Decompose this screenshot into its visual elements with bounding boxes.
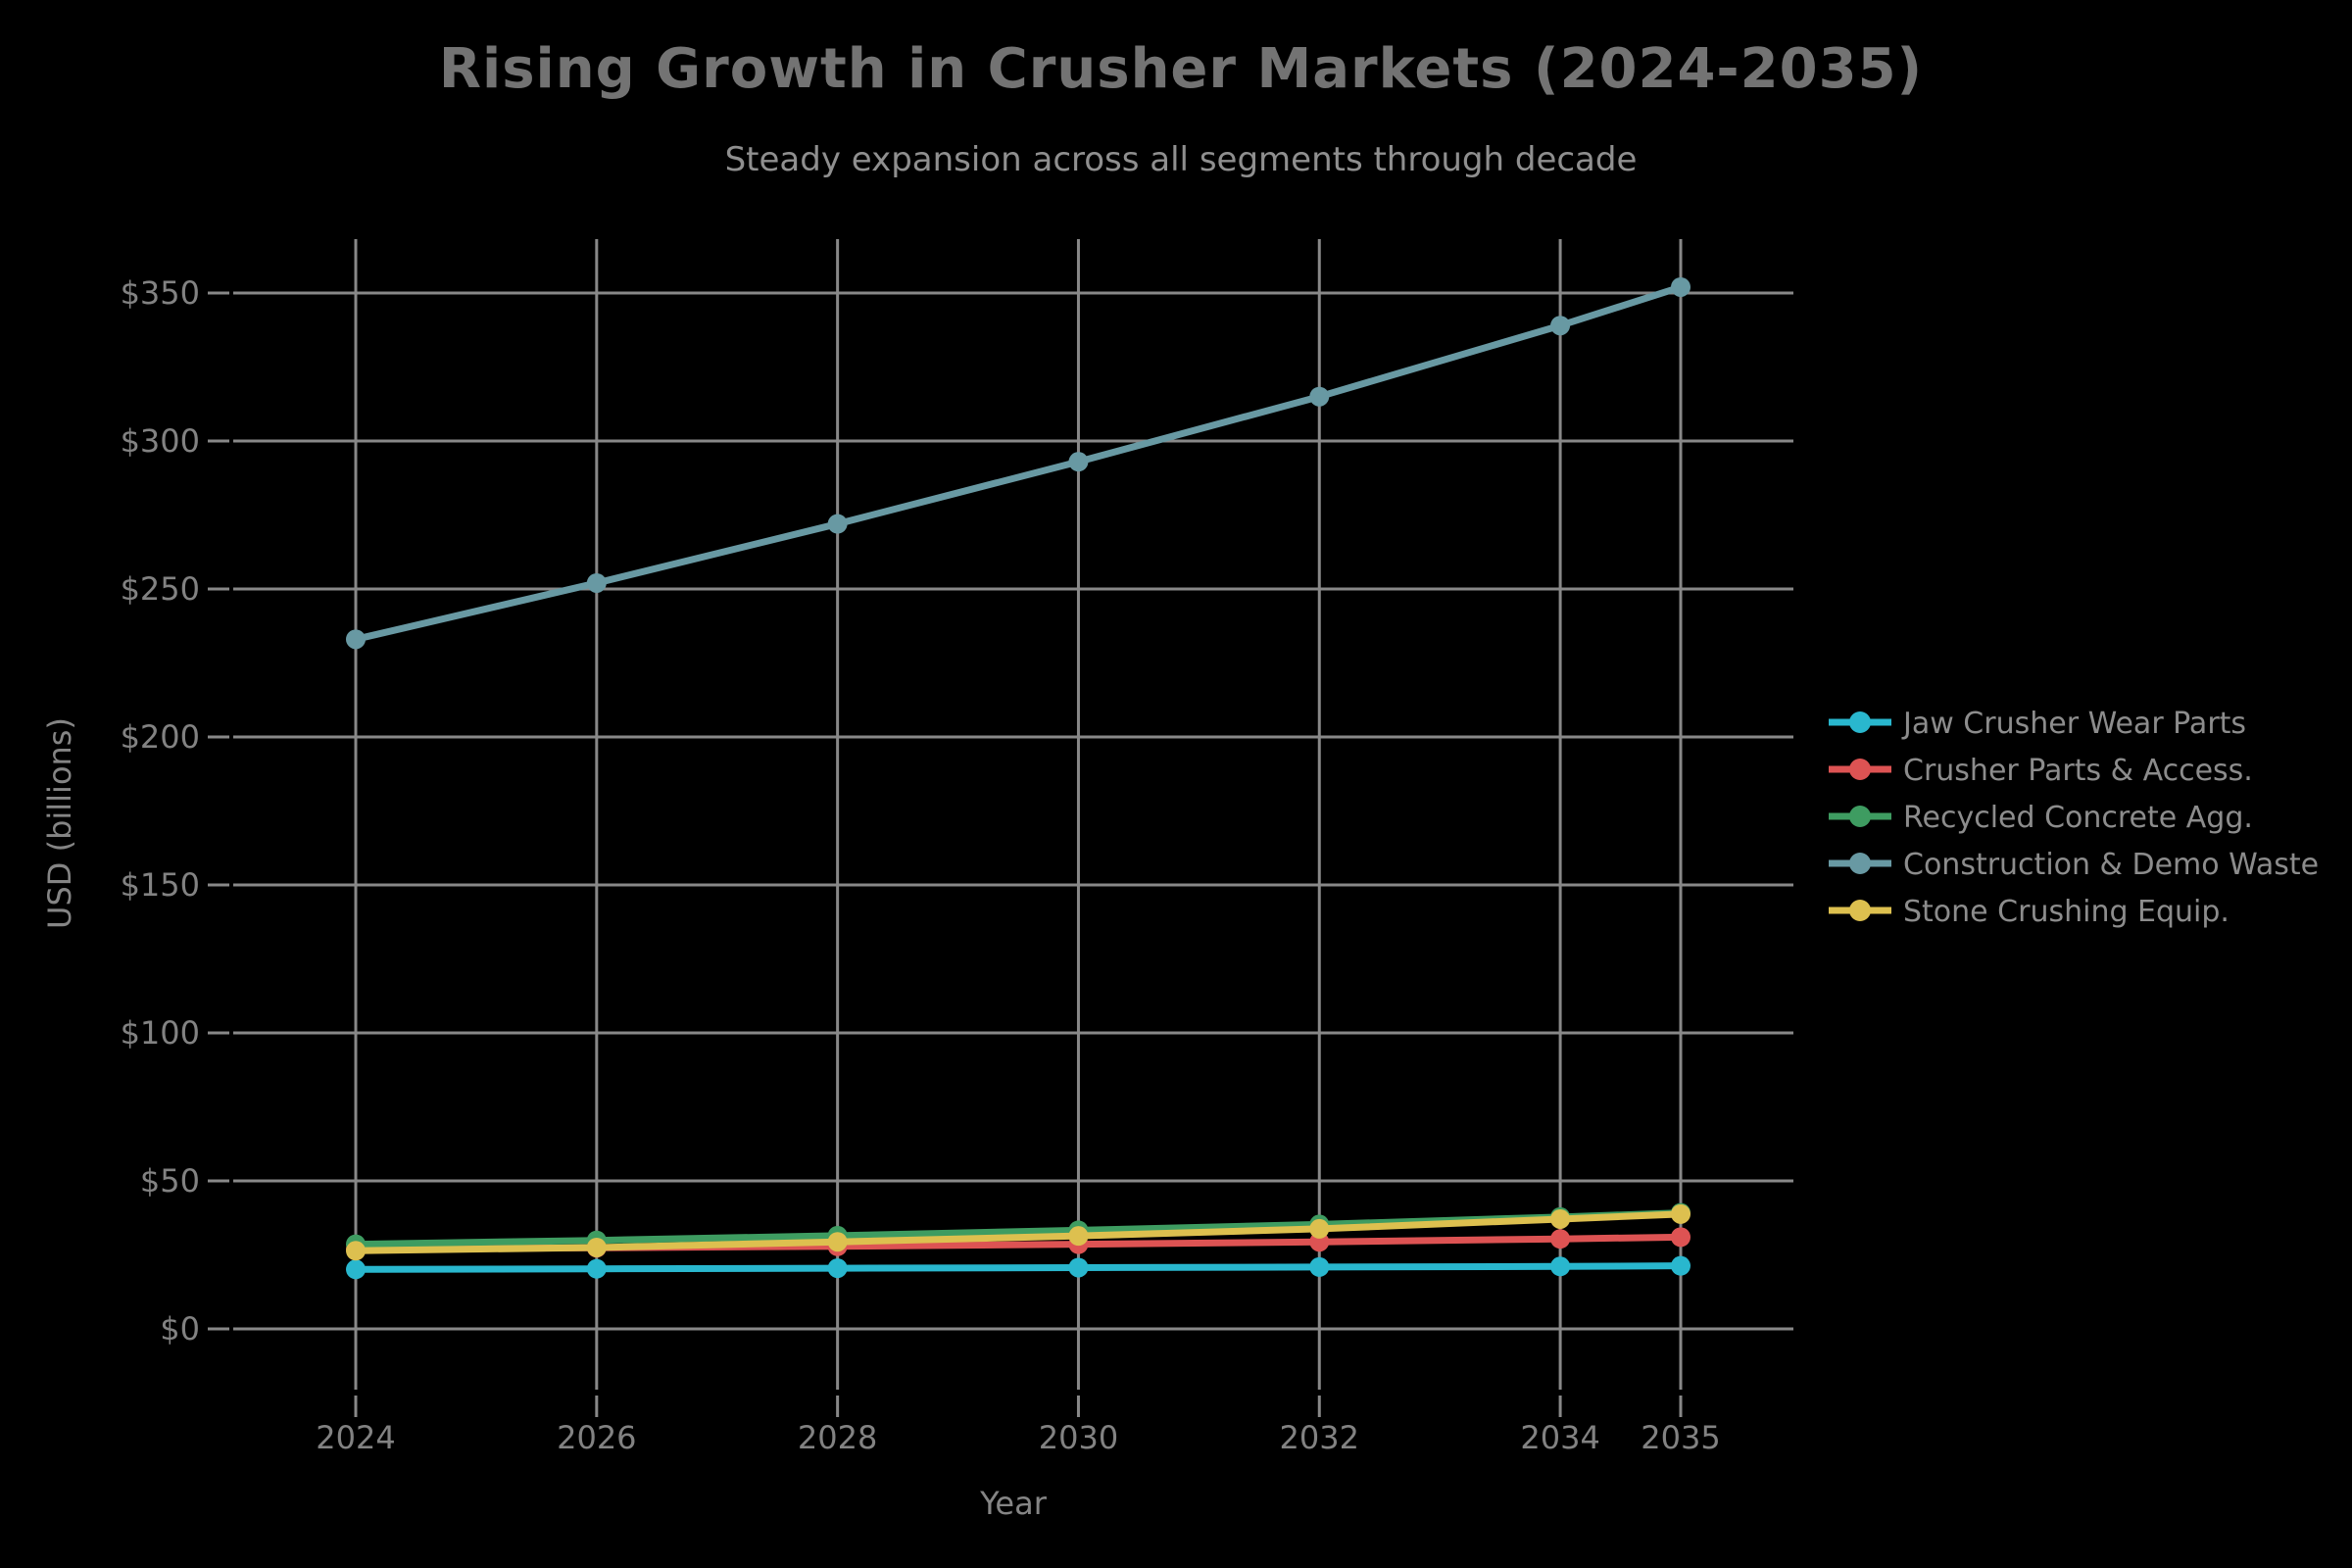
x-tick-label-2030: 2030 bbox=[1039, 1419, 1118, 1456]
series-marker-jaw-crusher-wear-parts-2026 bbox=[586, 1258, 607, 1279]
gridlines bbox=[233, 239, 1793, 1390]
legend-item-recycled-concrete-agg: Recycled Concrete Agg. bbox=[1829, 801, 2253, 835]
series-marker-jaw-crusher-wear-parts-2028 bbox=[827, 1258, 848, 1279]
data-series bbox=[346, 276, 1690, 1280]
series-marker-jaw-crusher-wear-parts-2035 bbox=[1671, 1255, 1690, 1276]
axis-ticks: 2024 2026 2028 2030 2032 2034 2035 $0 $50 $100 $15… bbox=[121, 274, 1721, 1456]
x-axis-label: Year bbox=[979, 1485, 1048, 1522]
series-marker-stone-crushing-equip-2032 bbox=[1309, 1218, 1330, 1239]
legend-marker-stone-crushing-equip bbox=[1849, 900, 1871, 921]
series-marker-jaw-crusher-wear-parts-2032 bbox=[1309, 1256, 1330, 1277]
x-tick-label-2026: 2026 bbox=[557, 1419, 636, 1456]
legend-marker-recycled-concrete-agg bbox=[1849, 806, 1871, 827]
x-tick-label-2028: 2028 bbox=[798, 1419, 877, 1456]
series-marker-stone-crushing-equip-2034 bbox=[1550, 1208, 1571, 1229]
y-tick-label-300: $300 bbox=[121, 422, 200, 460]
legend-item-crusher-parts-access: Crusher Parts & Access. bbox=[1829, 754, 2253, 788]
chart-subtitle: Steady expansion across all segments thr… bbox=[724, 140, 1638, 179]
series-line-jaw-crusher-wear-parts bbox=[352, 1262, 1685, 1273]
series-marker-jaw-crusher-wear-parts-2034 bbox=[1550, 1256, 1571, 1277]
y-tick-label-250: $250 bbox=[121, 570, 200, 608]
y-tick-label-200: $200 bbox=[121, 718, 200, 756]
legend-label-jaw-crusher-wear-parts: Jaw Crusher Wear Parts bbox=[1901, 707, 2246, 741]
legend-marker-crusher-parts-access bbox=[1849, 759, 1871, 780]
legend: Jaw Crusher Wear Parts Crusher Parts & Ac… bbox=[1829, 707, 2319, 929]
y-axis-label: USD (billions) bbox=[41, 717, 78, 929]
legend-label-crusher-parts-access: Crusher Parts & Access. bbox=[1903, 754, 2253, 788]
y-tick-label-150: $150 bbox=[121, 866, 200, 904]
series-marker-crusher-parts-access-2035 bbox=[1671, 1227, 1690, 1248]
legend-label-stone-crushing-equip: Stone Crushing Equip. bbox=[1903, 895, 2230, 929]
y-tick-label-350: $350 bbox=[121, 274, 200, 312]
series-marker-stone-crushing-equip-2028 bbox=[827, 1232, 848, 1252]
series-marker-construction-demo-waste-2026 bbox=[586, 572, 607, 593]
series-marker-construction-demo-waste-2030 bbox=[1068, 452, 1089, 472]
legend-label-recycled-concrete-agg: Recycled Concrete Agg. bbox=[1903, 801, 2253, 835]
y-tick-label-50: $50 bbox=[140, 1162, 200, 1200]
y-tick-label-100: $100 bbox=[121, 1014, 200, 1052]
series-marker-jaw-crusher-wear-parts-2030 bbox=[1068, 1257, 1089, 1278]
series-marker-construction-demo-waste-2032 bbox=[1309, 386, 1330, 407]
series-line-construction-demo-waste bbox=[352, 283, 1685, 643]
series-marker-stone-crushing-equip-2030 bbox=[1068, 1226, 1089, 1247]
x-tick-label-2032: 2032 bbox=[1280, 1419, 1359, 1456]
series-marker-jaw-crusher-wear-parts-2024 bbox=[346, 1259, 366, 1280]
legend-marker-jaw-crusher-wear-parts bbox=[1849, 711, 1871, 733]
legend-item-jaw-crusher-wear-parts: Jaw Crusher Wear Parts bbox=[1829, 707, 2246, 741]
series-marker-construction-demo-waste-2035 bbox=[1671, 276, 1690, 297]
series-marker-stone-crushing-equip-2026 bbox=[586, 1237, 607, 1257]
x-tick-label-2024: 2024 bbox=[316, 1419, 395, 1456]
chart-title: Rising Growth in Crusher Markets (2024-2… bbox=[438, 37, 1924, 101]
x-tick-label-2034: 2034 bbox=[1520, 1419, 1599, 1456]
legend-item-stone-crushing-equip: Stone Crushing Equip. bbox=[1829, 895, 2230, 929]
series-marker-crusher-parts-access-2034 bbox=[1550, 1229, 1571, 1250]
legend-marker-construction-demo-waste bbox=[1849, 853, 1871, 874]
series-marker-construction-demo-waste-2034 bbox=[1550, 316, 1571, 336]
series-marker-construction-demo-waste-2024 bbox=[346, 629, 366, 650]
x-tick-label-2035: 2035 bbox=[1641, 1419, 1720, 1456]
y-tick-label-0: $0 bbox=[160, 1310, 200, 1348]
legend-label-construction-demo-waste: Construction & Demo Waste bbox=[1903, 848, 2319, 882]
series-marker-construction-demo-waste-2028 bbox=[827, 514, 848, 534]
series-marker-stone-crushing-equip-2024 bbox=[346, 1241, 366, 1261]
series-marker-stone-crushing-equip-2035 bbox=[1671, 1203, 1690, 1224]
legend-item-construction-demo-waste: Construction & Demo Waste bbox=[1829, 848, 2319, 882]
